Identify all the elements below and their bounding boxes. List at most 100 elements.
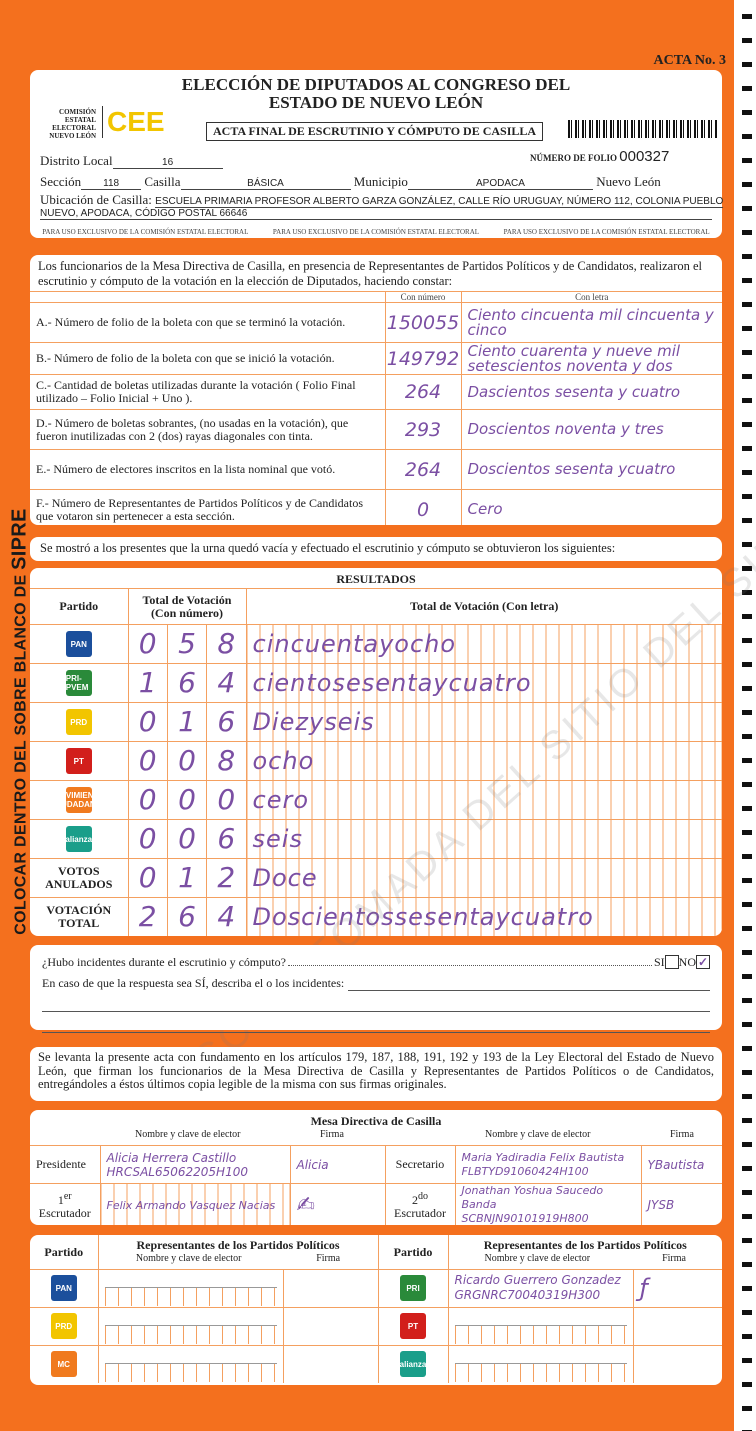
vote-digit: 1 <box>168 859 208 897</box>
constancia-box: Los funcionarios de la Mesa Directiva de… <box>30 255 722 525</box>
resultado-row: PAN 0 5 8 cincuentayocho <box>30 624 722 664</box>
con-numero: 150055 <box>385 302 462 343</box>
constancia-row: A.- Número de folio de la boleta con que… <box>30 302 722 343</box>
seccion-field: 118 <box>81 178 142 190</box>
distrito-field: 16 <box>112 157 223 169</box>
legal-text: Se levanta la presente acta con fundamen… <box>30 1047 722 1101</box>
rep-name-field[interactable] <box>448 1306 634 1345</box>
constancia-row: F.- Número de Representantes de Partidos… <box>30 489 722 525</box>
resultados-title: RESULTADOS <box>336 572 416 586</box>
presidente-firma: Alicia <box>290 1145 386 1184</box>
escrutador1-firma: ✍ <box>290 1183 386 1225</box>
vote-letra: seis <box>246 819 722 859</box>
rep-firma-field[interactable] <box>283 1306 379 1345</box>
vote-digit: 0 <box>129 820 168 858</box>
si-checkbox[interactable] <box>664 955 679 969</box>
resultado-row: PRI-PVEM 1 6 4 cientosesentaycuatro <box>30 663 722 703</box>
rep-firma-field[interactable]: ƒ <box>633 1268 722 1307</box>
party-logo-pt: PT <box>400 1313 426 1339</box>
representante-row: MC alianza <box>30 1344 722 1383</box>
rep-name-field[interactable] <box>98 1344 284 1383</box>
vote-digit: 5 <box>168 625 208 663</box>
vote-letra: cero <box>246 780 722 820</box>
vote-digit: 2 <box>129 898 168 936</box>
folio: NÚMERO DE FOLIO 000327 <box>530 148 670 165</box>
document-title: ELECCIÓN DE DIPUTADOS AL CONGRESO DEL EST… <box>181 75 571 112</box>
rep-name-field[interactable] <box>98 1306 284 1345</box>
vote-letra: Doce <box>246 858 722 898</box>
vote-letra: Diezyseis <box>246 702 722 742</box>
rep-name-field[interactable]: Ricardo Guerrero Gonzadez GRGNRC70040319H… <box>448 1268 634 1307</box>
mesa-directiva-box: Mesa Directiva de Casilla Nombre y clave… <box>30 1110 722 1225</box>
party-logo-mc: MC <box>50 1351 77 1378</box>
rep-firma-field[interactable] <box>633 1344 722 1383</box>
mostro-note: Se mostró a los presentes que la urna qu… <box>30 537 722 561</box>
con-letra: Doscientos sesenta ycuatro <box>461 449 722 490</box>
rep-name-field[interactable] <box>98 1268 284 1307</box>
representantes-box: Partido Representantes de los Partidos Po… <box>30 1235 722 1385</box>
secretario-firma: YBautista <box>641 1145 722 1184</box>
constancia-row: B.- Número de folio de la boleta con que… <box>30 342 722 375</box>
rep-firma-field[interactable] <box>283 1344 379 1383</box>
row-label: VOTOS ANULADOS <box>45 864 113 891</box>
con-letra: Doscientos noventa y tres <box>461 409 722 450</box>
vote-digit: 1 <box>168 703 208 741</box>
casilla-field: BÁSICA <box>180 178 351 190</box>
vote-letra: cincuentayocho <box>246 624 722 664</box>
vote-digit: 4 <box>217 900 236 933</box>
incidentes-box: ¿Hubo incidentes durante el escrutinio y… <box>30 945 722 1033</box>
resultado-row: PRD 0 1 6 Diezyseis <box>30 702 722 742</box>
vote-digit: 8 <box>217 627 236 660</box>
vote-digit: 0 <box>168 781 208 819</box>
party-logo-alianza: alianza <box>400 1351 426 1378</box>
constancia-row: D.- Número de boletas sobrantes, (no usa… <box>30 409 722 450</box>
constancia-table: Con número Con letra A.- Número de folio … <box>30 291 722 525</box>
resultado-row: MOVIMIENTO CIUDADANO 0 0 0 cero <box>30 780 722 820</box>
resultado-row: VOTACIÓN TOTAL 2 6 4 Doscientossesentaycuatr… <box>30 897 722 936</box>
vote-digit: 6 <box>168 664 208 702</box>
municipio-field: APODACA <box>407 178 593 190</box>
presidente-name: Alicia Herrera Castillo HRCSAL65062205H10… <box>100 1145 291 1184</box>
party-logo-prd: PRD <box>65 709 92 735</box>
vote-letra: Doscientossesentaycuatro <box>246 897 722 936</box>
side-instruction: COLOCAR DENTRO DEL SOBRE BLANCO DE SIPRE <box>8 508 31 935</box>
con-numero: 264 <box>385 449 462 490</box>
vote-digit: 8 <box>217 744 236 777</box>
ubicacion-field-2: NUEVO, APODACA, CÓDIGO POSTAL 66646 <box>40 208 248 219</box>
acta-subtitle: ACTA FINAL DE ESCRUTINIO Y CÓMPUTO DE CA… <box>206 122 544 141</box>
rep-firma-field[interactable] <box>633 1306 722 1345</box>
rep-name-field[interactable] <box>448 1344 634 1383</box>
con-numero: 149792 <box>385 342 462 375</box>
vote-digit: 0 <box>168 742 208 780</box>
vote-digit: 0 <box>129 625 168 663</box>
party-logo-pan: PAN <box>65 631 92 657</box>
vote-digit: 4 <box>217 666 236 699</box>
vote-digit: 6 <box>217 705 236 738</box>
header-box: ELECCIÓN DE DIPUTADOS AL CONGRESO DEL EST… <box>30 70 724 238</box>
escrutador2-firma: JYSB <box>641 1183 722 1225</box>
escrutador2-name: Jonathan Yoshua Saucedo Banda SCBNJN90101… <box>455 1183 642 1225</box>
con-numero: 264 <box>385 374 462 410</box>
resultados-box: RESULTADOS Partido Total de Votación (Con… <box>30 568 722 936</box>
no-checkbox-checked[interactable]: ✓ <box>696 955 710 969</box>
resultado-row: alianza 0 0 6 seis <box>30 819 722 859</box>
party-logo-pri: PRI <box>400 1275 426 1301</box>
vote-letra: cientosesentaycuatro <box>246 663 722 703</box>
vote-digit: 0 <box>168 820 208 858</box>
vote-digit: 2 <box>217 861 236 894</box>
rep-firma-field[interactable] <box>283 1268 379 1307</box>
ubicacion-field: ESCUELA PRIMARIA PROFESOR ALBERTO GARZA … <box>155 196 724 208</box>
vote-digit: 6 <box>168 898 208 936</box>
vote-digit: 1 <box>129 664 168 702</box>
incidentes-field[interactable] <box>348 976 710 991</box>
representante-row: PAN PRI Ricardo Guerrero Gonzadez GRGNRC700… <box>30 1268 722 1307</box>
row-label: VOTACIÓN TOTAL <box>46 903 112 930</box>
vote-digit: 0 <box>129 859 168 897</box>
con-numero: 0 <box>385 489 462 525</box>
vote-digit: 0 <box>217 783 236 816</box>
escrutador1-name: Felix Armando Vasquez Nacias <box>100 1183 291 1225</box>
party-logo-movimiento-ciudadano: MOVIMIENTO CIUDADANO <box>53 787 104 813</box>
party-logo-pan: PAN <box>50 1275 77 1301</box>
vote-digit: 0 <box>129 742 168 780</box>
barcode <box>568 120 718 138</box>
